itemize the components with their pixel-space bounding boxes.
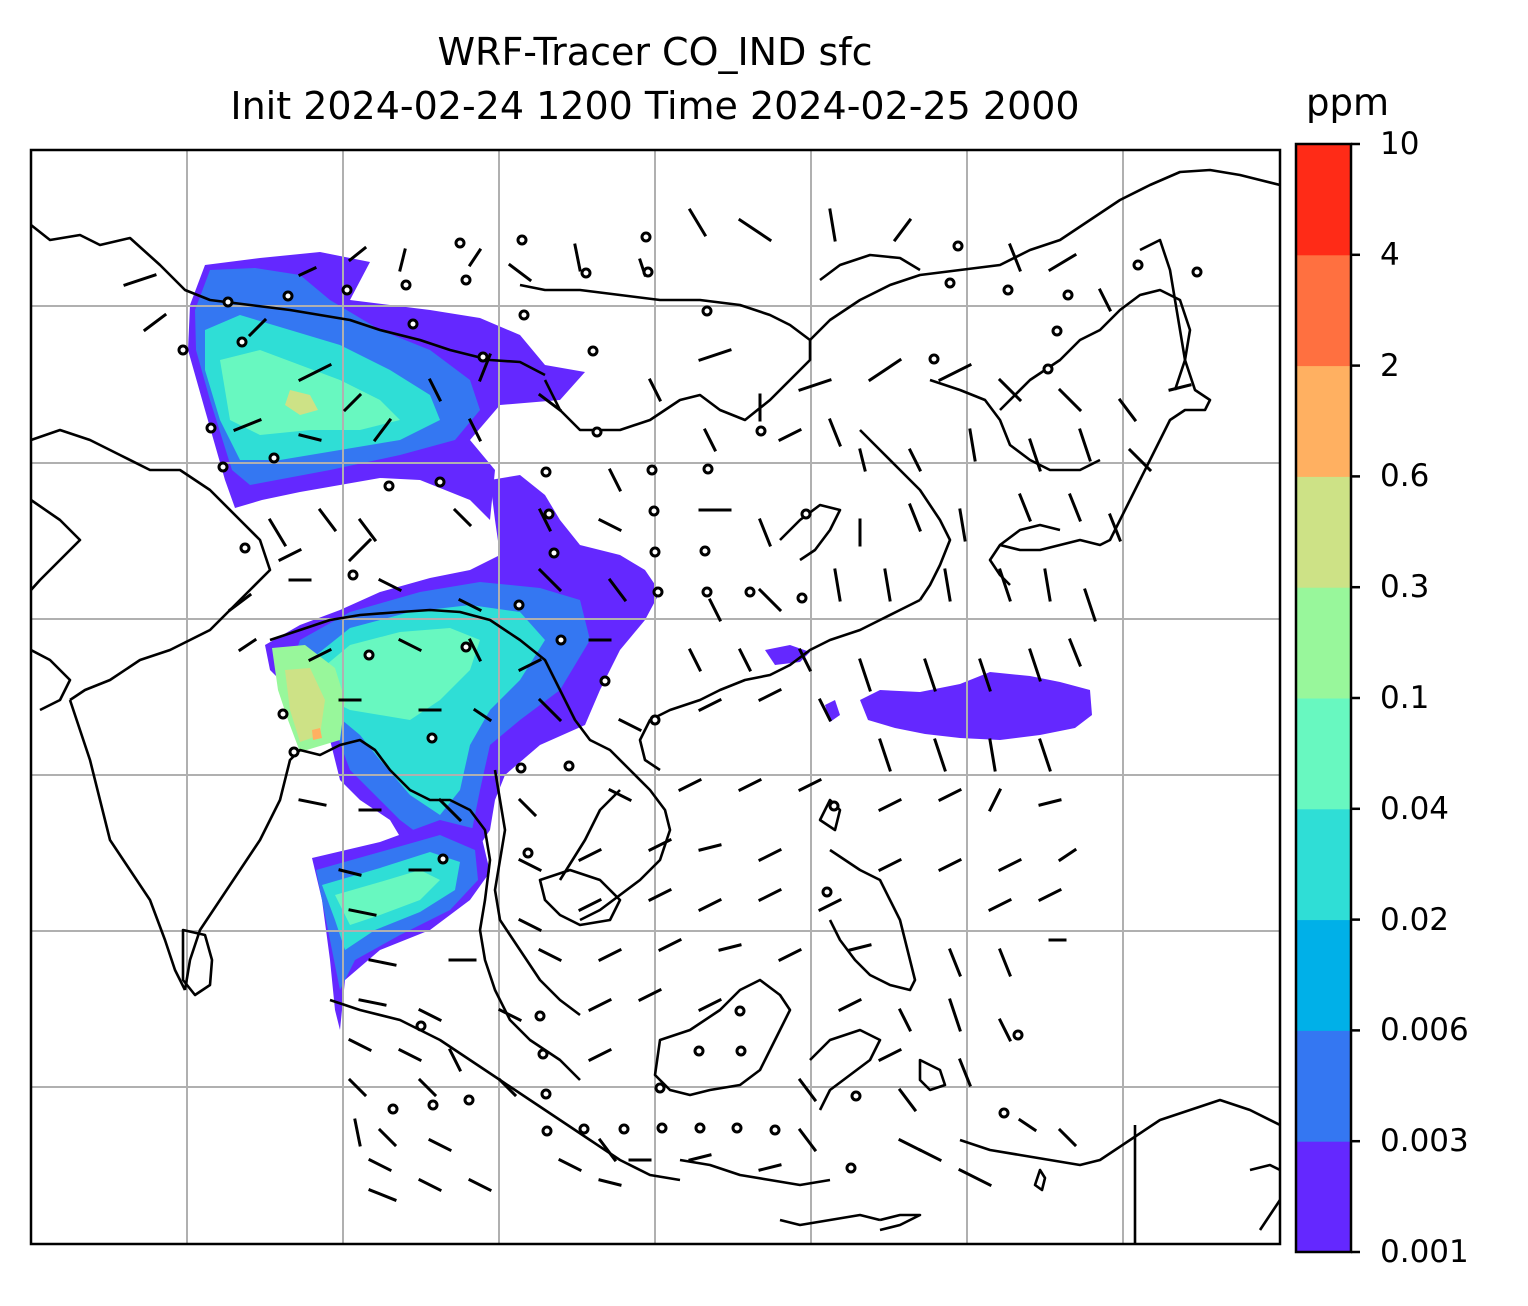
plume-east-lowest <box>860 672 1092 740</box>
colorbar-tick-label: 10 <box>1380 126 1420 162</box>
plume-central-high <box>320 628 480 720</box>
plume-north-peak <box>285 390 318 415</box>
colorbar-units-label: ppm <box>1306 81 1390 124</box>
colorbar-segment <box>1296 365 1351 477</box>
colorbar-segment <box>1296 1030 1351 1142</box>
colorbar-tick-label: 0.1 <box>1380 680 1430 716</box>
colorbar-segment <box>1296 808 1351 921</box>
colorbar-tick-label: 4 <box>1380 236 1400 273</box>
coastlines-and-borders <box>31 168 1280 1244</box>
plume-central-peak-dot <box>312 728 322 740</box>
colorbar-segment <box>1296 476 1351 588</box>
colorbar-tick-label: 0.6 <box>1380 458 1430 495</box>
colorbar-tick-label: 0.003 <box>1380 1123 1469 1160</box>
colorbar-tick-label: 0.3 <box>1380 569 1430 606</box>
colorbar-tick-label: 2 <box>1380 347 1400 384</box>
colorbar-segment <box>1296 919 1351 1031</box>
map-title-line-2: Init 2024-02-24 1200 Time 2024-02-25 200… <box>230 84 1080 128</box>
map-panel <box>31 150 1280 1244</box>
colorbar <box>1294 142 1360 1254</box>
colorbar-tick-label: 0.001 <box>1380 1234 1469 1270</box>
map-frame <box>29 148 1282 1246</box>
colorbar-segment <box>1296 1141 1351 1253</box>
plume-central-gujarat-peak <box>285 668 325 742</box>
colorbar-segment <box>1296 698 1351 810</box>
plume-east-speck <box>825 700 840 722</box>
colorbar-segment <box>1296 144 1351 256</box>
calm-wind-circles <box>177 231 1203 1174</box>
wind-barbs <box>123 207 1192 1202</box>
colorbar-segment <box>1296 254 1351 367</box>
colorbar-segment <box>1296 587 1351 699</box>
map-title-line-1: WRF-Tracer CO_IND sfc <box>437 30 873 74</box>
colorbar-tick-label: 0.02 <box>1380 901 1450 938</box>
tracer-concentration-fill <box>188 252 1092 1030</box>
colorbar-tick-label: 0.04 <box>1380 790 1450 827</box>
plume-north-high <box>220 350 400 435</box>
colorbar-tick-label: 0.006 <box>1380 1012 1469 1049</box>
